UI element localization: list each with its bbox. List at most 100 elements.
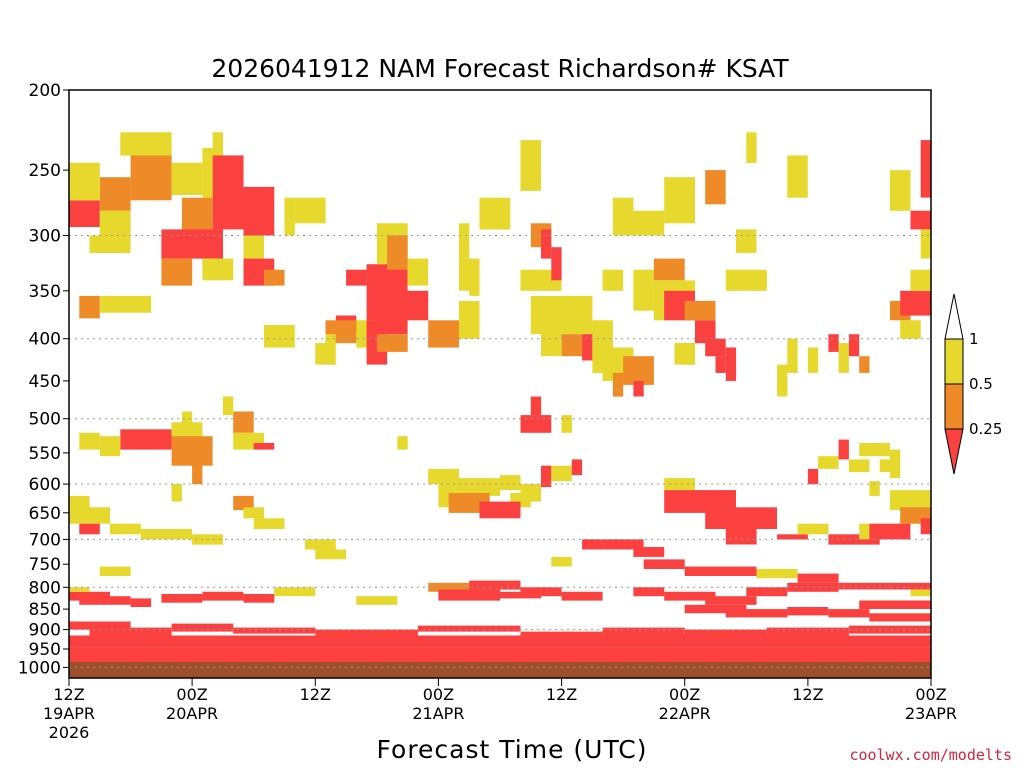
- y-tick-label: 550: [29, 444, 61, 464]
- heatmap-cell: [346, 269, 367, 286]
- heatmap-cell: [643, 559, 685, 569]
- y-tick-label: 500: [29, 410, 61, 430]
- heatmap-cell: [99, 177, 131, 211]
- heatmap-cell: [161, 258, 193, 286]
- legend-label: 0.5: [969, 375, 993, 393]
- heatmap-cell: [787, 582, 839, 592]
- heatmap-cell: [541, 229, 552, 259]
- heatmap-cell: [561, 334, 583, 357]
- heatmap-cell: [612, 372, 624, 397]
- heatmap-cell: [520, 631, 603, 638]
- x-tick-label: 2026: [49, 723, 90, 742]
- heatmap-cell: [120, 429, 172, 450]
- heatmap-cell: [161, 229, 223, 259]
- heatmap-cell: [725, 609, 788, 618]
- heatmap-cell: [869, 481, 880, 496]
- heatmap-cell: [838, 343, 849, 373]
- heatmap-cell: [171, 162, 203, 195]
- y-tick-label: 650: [29, 504, 61, 524]
- heatmap-cell: [171, 436, 213, 466]
- heatmap-cell: [756, 568, 798, 579]
- y-tick-label: 350: [29, 282, 61, 302]
- heatmap-cell: [541, 320, 562, 357]
- heatmap-cell: [212, 155, 244, 230]
- heatmap-cell: [807, 468, 819, 485]
- x-tick-label: 12Z: [300, 685, 331, 704]
- heatmap-cell: [500, 591, 541, 599]
- heatmap-cell: [79, 596, 131, 605]
- heatmap-cell: [633, 587, 665, 597]
- heatmap-cell: [879, 459, 890, 472]
- heatmap-cell: [797, 573, 839, 583]
- heatmap-cell: [787, 155, 808, 198]
- heatmap-cell: [253, 518, 285, 529]
- heatmap-cell: [664, 478, 695, 491]
- heatmap-cell: [479, 501, 521, 519]
- heatmap-cell: [541, 465, 552, 488]
- heatmap-cell: [582, 334, 593, 361]
- heatmap-cell: [417, 625, 521, 632]
- heatmap-cell: [715, 356, 726, 373]
- heatmap-cell: [192, 462, 203, 485]
- heatmap-cell: [848, 334, 860, 357]
- heatmap-cell: [664, 490, 736, 513]
- heatmap-cell: [305, 539, 336, 550]
- x-tick-label: 00Z: [915, 685, 946, 704]
- heatmap-cell: [181, 197, 213, 230]
- heatmap-cell: [284, 197, 295, 236]
- heatmap-cell: [684, 604, 747, 614]
- x-tick-label: 00Z: [423, 685, 454, 704]
- legend-label: 1: [969, 330, 979, 348]
- heatmap-cell: [202, 591, 244, 601]
- heatmap-cell: [602, 539, 644, 550]
- heatmap-cell: [140, 529, 193, 540]
- heatmap-cell: [848, 625, 931, 634]
- heatmap-cell: [838, 582, 890, 590]
- heatmap-cell: [602, 269, 624, 291]
- heatmap-cell: [69, 587, 90, 592]
- heatmap-cell: [561, 415, 572, 433]
- heatmap-cell: [520, 484, 541, 502]
- y-axis-ticks: 200 250 300 350 400 450 500 550 600 650 700 750 8008…: [18, 81, 69, 678]
- heatmap-cell: [520, 415, 552, 433]
- heatmap-cell: [653, 258, 685, 281]
- y-tick-label: 900: [29, 621, 61, 641]
- heatmap-cell: [69, 200, 100, 227]
- heatmap-cell: [664, 177, 695, 224]
- heatmap-cell: [222, 396, 234, 416]
- credit-label: coolwx.com/modelts: [849, 746, 1012, 764]
- legend-label: 0.25: [969, 420, 1002, 438]
- heatmap-cell: [233, 495, 254, 511]
- y-tick-label: 250: [29, 161, 61, 181]
- heatmap-cell: [890, 490, 931, 511]
- heatmap-cell: [469, 285, 480, 296]
- y-tick-label: 450: [29, 372, 61, 392]
- heatmap-cell: [294, 197, 326, 224]
- x-tick-label: 19APR: [43, 704, 95, 723]
- heatmap-cell: [910, 589, 931, 597]
- heatmap-cell: [859, 600, 931, 609]
- heatmap-cell: [623, 356, 654, 385]
- heatmap-cell: [99, 295, 152, 313]
- heatmap-cell: [181, 411, 193, 430]
- heatmap-cell: [848, 459, 870, 472]
- heatmap-cell: [695, 320, 716, 344]
- heatmap-cell: [736, 229, 757, 253]
- heatmap-cell: [766, 627, 849, 636]
- heatmap-cell: [828, 334, 839, 352]
- heatmap-cell: [212, 132, 223, 156]
- heatmap-cell: [551, 465, 572, 482]
- heatmap-cell: [530, 396, 542, 416]
- heatmap-cell: [243, 594, 275, 603]
- heatmap-cell: [69, 162, 100, 201]
- y-tick-label: 850: [29, 600, 61, 620]
- heatmap-cell: [900, 290, 931, 316]
- heatmap-cell: [130, 598, 152, 607]
- heatmap-cell: [674, 343, 695, 365]
- heatmap-cell: [571, 459, 583, 476]
- heatmap-cell: [612, 197, 634, 236]
- heatmap-cell: [79, 432, 100, 450]
- heatmap-cell: [376, 334, 408, 352]
- heatmap-cell: [325, 334, 336, 365]
